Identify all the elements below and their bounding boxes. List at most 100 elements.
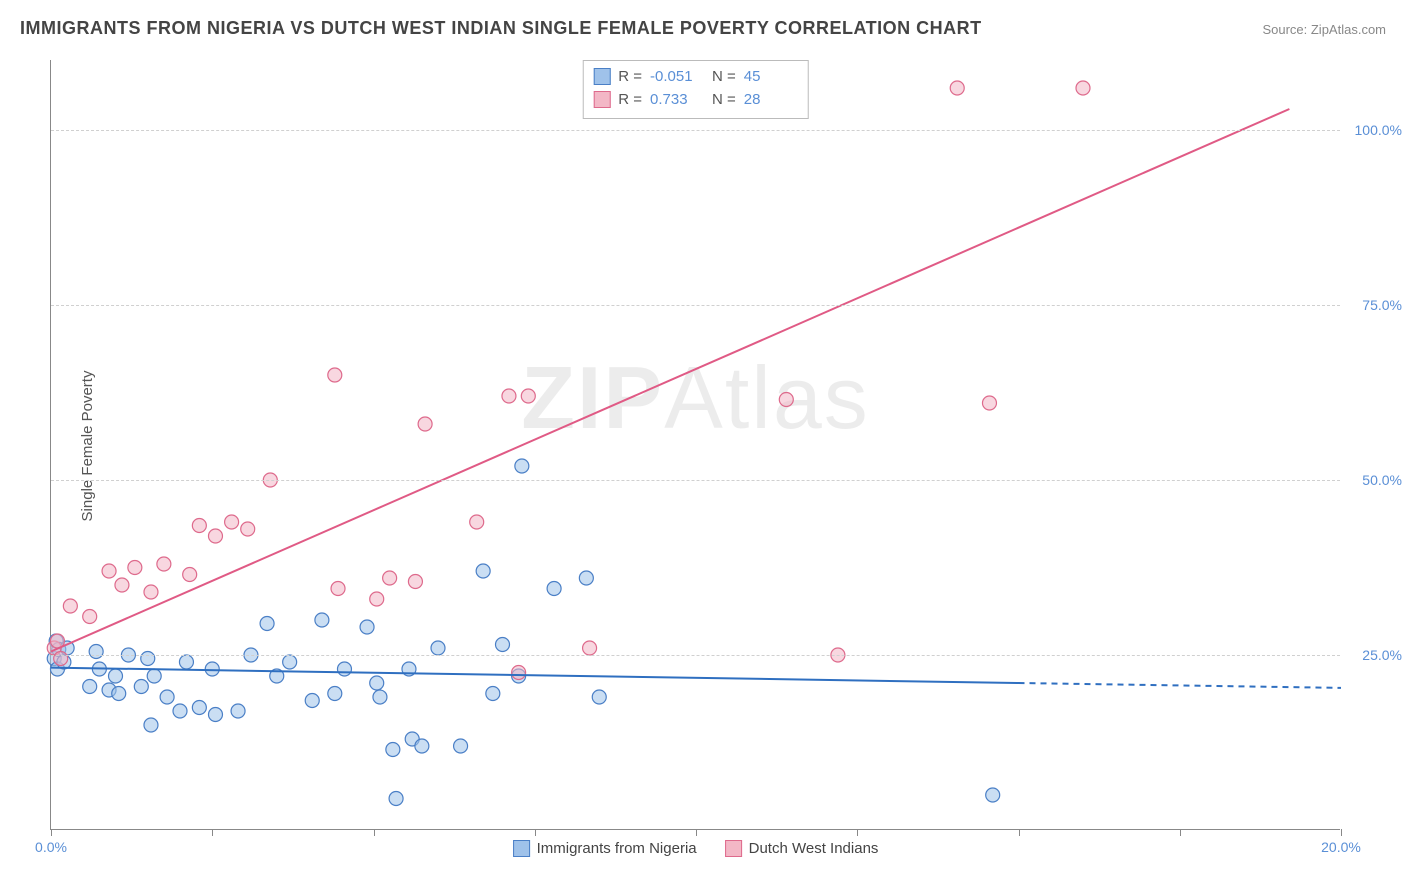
gridline [51,480,1340,481]
data-point [134,680,148,694]
data-point [950,81,964,95]
trend-line [51,109,1289,652]
data-point [173,704,187,718]
data-point [1076,81,1090,95]
data-point [192,519,206,533]
data-point [360,620,374,634]
gridline [51,130,1340,131]
y-tick-label: 75.0% [1347,297,1402,313]
x-tick [1341,829,1342,836]
data-point [83,680,97,694]
data-point [408,575,422,589]
data-point [779,393,793,407]
data-point [208,708,222,722]
data-point [231,704,245,718]
data-point [115,578,129,592]
data-point [512,666,526,680]
data-point [63,599,77,613]
data-point [328,687,342,701]
legend-item: Immigrants from Nigeria [513,840,697,857]
x-tick [212,829,213,836]
stat-r-value: -0.051 [650,65,704,88]
data-point [128,561,142,575]
data-point [431,641,445,655]
data-point [486,687,500,701]
data-point [982,396,996,410]
data-point [454,739,468,753]
legend-label: Immigrants from Nigeria [537,840,697,857]
stat-n-label: N = [712,65,736,88]
data-point [147,669,161,683]
data-point [225,515,239,529]
bottom-legend: Immigrants from Nigeria Dutch West Indian… [513,840,879,857]
data-point [208,529,222,543]
data-point [502,389,516,403]
data-point [102,564,116,578]
data-point [112,687,126,701]
data-point [583,641,597,655]
data-point [315,613,329,627]
data-point [389,792,403,806]
y-tick-label: 25.0% [1347,647,1402,663]
data-point [192,701,206,715]
data-point [470,515,484,529]
data-point [547,582,561,596]
stat-n-value: 45 [744,65,798,88]
stat-r-label: R = [618,88,642,111]
data-point [418,417,432,431]
stat-row: R = -0.051 N = 45 [593,65,798,88]
data-point [386,743,400,757]
x-tick [374,829,375,836]
data-point [109,669,123,683]
stat-r-label: R = [618,65,642,88]
data-point [179,655,193,669]
data-point [283,655,297,669]
data-point [373,690,387,704]
legend-swatch [725,840,742,857]
data-point [160,690,174,704]
data-point [328,368,342,382]
legend-item: Dutch West Indians [725,840,879,857]
data-point [383,571,397,585]
data-point [476,564,490,578]
x-tick-label: 0.0% [35,839,67,855]
y-tick-label: 50.0% [1347,472,1402,488]
chart-svg [51,60,1340,829]
x-tick [535,829,536,836]
data-point [144,718,158,732]
data-point [141,652,155,666]
data-point [592,690,606,704]
data-point [415,739,429,753]
data-point [144,585,158,599]
stat-r-value: 0.733 [650,88,704,111]
data-point [496,638,510,652]
data-point [305,694,319,708]
data-point [260,617,274,631]
stat-n-label: N = [712,88,736,111]
data-point [579,571,593,585]
data-point [515,459,529,473]
x-tick [51,829,52,836]
data-point [337,662,351,676]
data-point [83,610,97,624]
legend-swatch [513,840,530,857]
x-tick-label: 20.0% [1321,839,1361,855]
data-point [89,645,103,659]
source-attribution: Source: ZipAtlas.com [1262,22,1386,37]
x-tick [1180,829,1181,836]
data-point [986,788,1000,802]
data-point [183,568,197,582]
y-tick-label: 100.0% [1347,122,1402,138]
x-tick [696,829,697,836]
trend-line-extrapolated [1019,683,1342,688]
data-point [331,582,345,596]
trend-line [51,668,1019,683]
data-point [370,676,384,690]
data-point [370,592,384,606]
series-swatch [593,68,610,85]
plot-area: ZIPAtlas R =-0.051N =45R =0.733N =28 Imm… [50,60,1340,830]
stat-row: R =0.733N =28 [593,88,798,111]
chart-title: IMMIGRANTS FROM NIGERIA VS DUTCH WEST IN… [20,18,982,39]
data-point [205,662,219,676]
data-point [241,522,255,536]
